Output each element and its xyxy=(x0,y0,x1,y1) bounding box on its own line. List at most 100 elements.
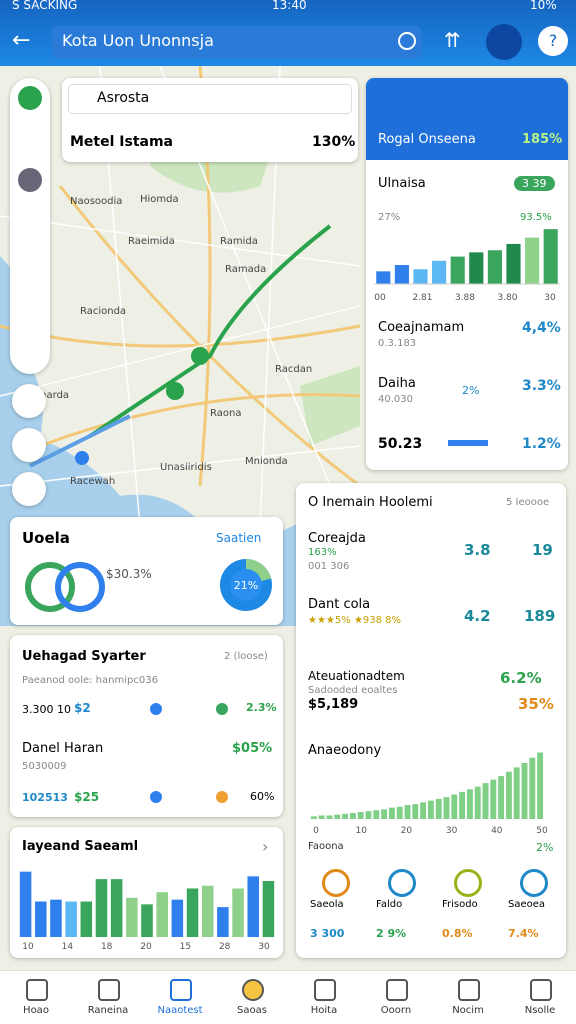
bar xyxy=(65,901,77,937)
x-label: 0 xyxy=(313,826,319,836)
tool-column xyxy=(10,78,50,374)
bar xyxy=(506,243,521,284)
search-field[interactable]: Asrosta xyxy=(68,84,352,114)
footer-value: 2% xyxy=(536,841,554,854)
row-name: Ateuationadtem xyxy=(308,669,405,683)
ratio-card: Uoela Saatien $30.3% 21% xyxy=(10,517,283,625)
pie-chart: 21% xyxy=(220,559,272,611)
card-link[interactable]: Saatien xyxy=(216,531,262,545)
map-button[interactable] xyxy=(12,384,46,418)
row-sub: 0.3.183 xyxy=(378,338,417,349)
bar xyxy=(412,804,419,819)
chevron[interactable]: › xyxy=(262,837,269,856)
map-label: Ramida xyxy=(220,236,258,247)
bar xyxy=(435,798,442,819)
x-label: 28 xyxy=(219,942,231,952)
map-label: Racionda xyxy=(80,306,126,317)
nav-label: Ooorn xyxy=(380,1005,412,1016)
row-value: 4,4% xyxy=(522,320,561,336)
bar xyxy=(334,814,341,819)
nav-label: Hoao xyxy=(23,1005,49,1016)
icon xyxy=(388,869,416,897)
map-label: Ramada xyxy=(225,264,266,275)
map-button[interactable] xyxy=(12,428,46,462)
nav-item[interactable]: Raneina xyxy=(72,971,144,1024)
badge: 3 39 xyxy=(514,176,555,191)
nav-item[interactable]: Saoas xyxy=(216,971,288,1024)
nav-label: Nsolle xyxy=(524,1005,556,1016)
x-label: 30 xyxy=(258,942,270,952)
battery: 10% xyxy=(530,0,557,12)
map-label: Racewah xyxy=(70,476,115,487)
map-label: Raona xyxy=(210,408,241,419)
back-button[interactable]: ← xyxy=(12,28,31,53)
bar xyxy=(443,797,450,819)
bar xyxy=(459,791,466,819)
nav-icon xyxy=(530,979,552,1001)
icon-row: Saeola 3 300 Faldo 2 9% Frisodo 0.8% Saeoea 7.4… xyxy=(296,869,566,949)
card-title: Uoela xyxy=(22,529,70,547)
profile-button[interactable]: ? xyxy=(538,26,568,56)
row-id: 3.300 10 xyxy=(22,703,71,716)
icon xyxy=(322,869,350,897)
nav-item[interactable]: Nocim xyxy=(432,971,504,1024)
dot xyxy=(150,703,162,715)
search-box[interactable]: Kota Uon Unonnsja xyxy=(52,26,422,58)
bar xyxy=(432,260,447,284)
location-icon[interactable] xyxy=(398,32,416,50)
icon-label: Saeoea xyxy=(508,899,546,910)
x-label: 3.88 xyxy=(455,293,475,303)
bar xyxy=(326,815,333,819)
map-button[interactable] xyxy=(12,472,46,506)
wallet-button[interactable] xyxy=(486,24,522,60)
row-name: Danel Haran xyxy=(22,741,104,756)
nav-item[interactable]: Nsolle xyxy=(504,971,576,1024)
bar xyxy=(186,888,199,937)
donut-decor xyxy=(25,562,105,612)
row-a: 3.8 xyxy=(464,541,491,559)
avatar[interactable] xyxy=(18,168,42,192)
tool-button[interactable] xyxy=(18,86,42,110)
icon-value: 7.4% xyxy=(508,927,539,940)
card-tag: 5 Ieoooe xyxy=(506,497,550,508)
pie-hole xyxy=(230,569,262,601)
nav-label: Nocim xyxy=(452,1005,484,1016)
bar xyxy=(95,879,108,937)
nav-icon xyxy=(26,979,48,1001)
ratio-value: $30.3% xyxy=(106,567,152,581)
panel-value: 185% xyxy=(522,132,563,147)
x-label: 15 xyxy=(180,942,191,952)
x-label: 50 xyxy=(536,826,548,836)
nav-label: Hoita xyxy=(310,1005,338,1016)
bar xyxy=(50,899,62,937)
icon xyxy=(520,869,548,897)
row-a: 6.2% xyxy=(500,669,542,687)
bar xyxy=(34,901,47,937)
bar xyxy=(396,806,403,819)
card-title: Iayeand Saeaml xyxy=(22,839,139,854)
chart-title: Ulnaisa xyxy=(378,176,426,191)
row-amount: $5,189 xyxy=(308,697,359,712)
bar xyxy=(262,881,275,937)
bar xyxy=(529,757,536,819)
nav-item[interactable]: Naaotest xyxy=(144,971,216,1024)
row-sub: 40.030 xyxy=(378,394,413,405)
bar xyxy=(394,265,409,284)
icon-label: Frisodo xyxy=(442,899,478,910)
dot xyxy=(216,791,228,803)
x-label: 30 xyxy=(544,293,556,303)
bar xyxy=(201,885,214,937)
nav-icon[interactable]: ⇈ xyxy=(444,28,461,52)
x-label: 3.80 xyxy=(497,293,517,303)
row-b: 35% xyxy=(518,695,554,713)
nav-item[interactable]: Hoita xyxy=(288,971,360,1024)
nav-item[interactable]: Ooorn xyxy=(360,971,432,1024)
bar xyxy=(450,256,465,284)
row-b: 19 xyxy=(532,541,553,559)
bar xyxy=(413,269,428,284)
map-label: Racdan xyxy=(275,364,312,375)
bar xyxy=(521,763,528,819)
bar xyxy=(247,876,260,937)
nav-item[interactable]: Hoao xyxy=(0,971,72,1024)
bar xyxy=(482,783,489,819)
